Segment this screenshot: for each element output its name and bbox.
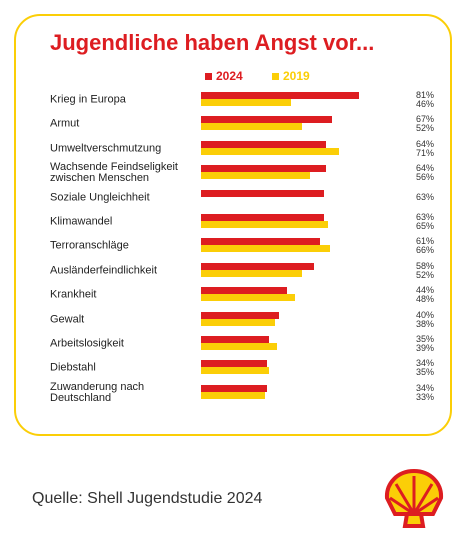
bar (201, 245, 330, 253)
category-label: Arbeitslosigkeit (50, 337, 124, 350)
bar (201, 391, 266, 399)
category-label: Krankheit (50, 288, 97, 301)
value-label: 52% (415, 269, 434, 280)
bar (201, 343, 278, 350)
bar (201, 262, 315, 270)
value-label: 71% (415, 147, 434, 158)
value-label: 56% (415, 172, 434, 183)
bar (201, 214, 324, 221)
bar (201, 384, 268, 392)
category-label: Ausländerfeindlichkeit (50, 264, 158, 277)
chart-title: Jugendliche haben Angst vor... (50, 30, 375, 55)
frame (14, 14, 452, 436)
category-label: Gewalt (50, 313, 85, 326)
value-label: 46% (415, 99, 434, 109)
bar (201, 269, 303, 277)
legend-swatch (205, 72, 212, 80)
category-label: Diebstahl (50, 361, 96, 374)
legend-label: 2024 (216, 69, 243, 83)
value-label: 39% (415, 343, 434, 353)
legend-item: 2024 (205, 69, 243, 83)
source: Quelle: Shell Jugendstudie 2024 (32, 490, 263, 507)
value-label: 61% (415, 236, 434, 247)
legend-label: 2019 (283, 69, 310, 83)
value-label: 35% (415, 367, 434, 378)
value-label: 65% (415, 221, 434, 231)
category-label: Umweltverschmutzung (50, 142, 162, 155)
bar (201, 318, 276, 326)
bar (201, 336, 270, 343)
legend-item: 2019 (272, 69, 310, 83)
value-label: 35% (415, 334, 434, 344)
value-label: 52% (415, 123, 434, 134)
category-label: Soziale Ungleichheit (50, 191, 150, 204)
value-label: 63% (415, 191, 434, 202)
category-label: Klimawandel (50, 215, 113, 228)
bar (201, 294, 295, 302)
bar (201, 116, 332, 124)
value-label: 67% (415, 114, 434, 125)
value-label: 34% (415, 382, 434, 393)
bar (201, 99, 291, 106)
bar (201, 92, 359, 99)
value-label: 66% (415, 245, 434, 256)
shell-logo (384, 468, 444, 528)
value-label: 33% (415, 391, 434, 402)
bar (201, 189, 324, 197)
category-label: Terroranschläge (50, 239, 129, 252)
bar (201, 147, 340, 155)
value-label: 48% (415, 294, 434, 305)
value-label: 64% (415, 138, 434, 149)
value-label: 58% (415, 260, 434, 271)
bar (201, 123, 303, 131)
value-label: 38% (415, 318, 434, 329)
category-label: Krieg in Europa (50, 93, 126, 106)
bar (201, 172, 311, 180)
legend-swatch (272, 72, 279, 80)
bar (201, 367, 270, 375)
value-label: 64% (415, 163, 434, 174)
value-label: 34% (415, 358, 434, 369)
value-label: 40% (415, 309, 434, 320)
value-label: 63% (415, 212, 434, 222)
bar (201, 221, 328, 228)
bar (201, 140, 326, 148)
bar (201, 360, 268, 368)
category-label: Armut (50, 117, 80, 130)
category-label: Wachsende Feindseligkeit zwischen Mensch… (50, 161, 178, 185)
category-label: Zuwanderung nach Deutschland (50, 380, 145, 404)
bar (201, 165, 326, 173)
bar (201, 287, 287, 295)
value-label: 44% (415, 285, 434, 296)
bar (201, 311, 279, 319)
value-label: 81% (415, 90, 434, 100)
bar (201, 238, 320, 246)
